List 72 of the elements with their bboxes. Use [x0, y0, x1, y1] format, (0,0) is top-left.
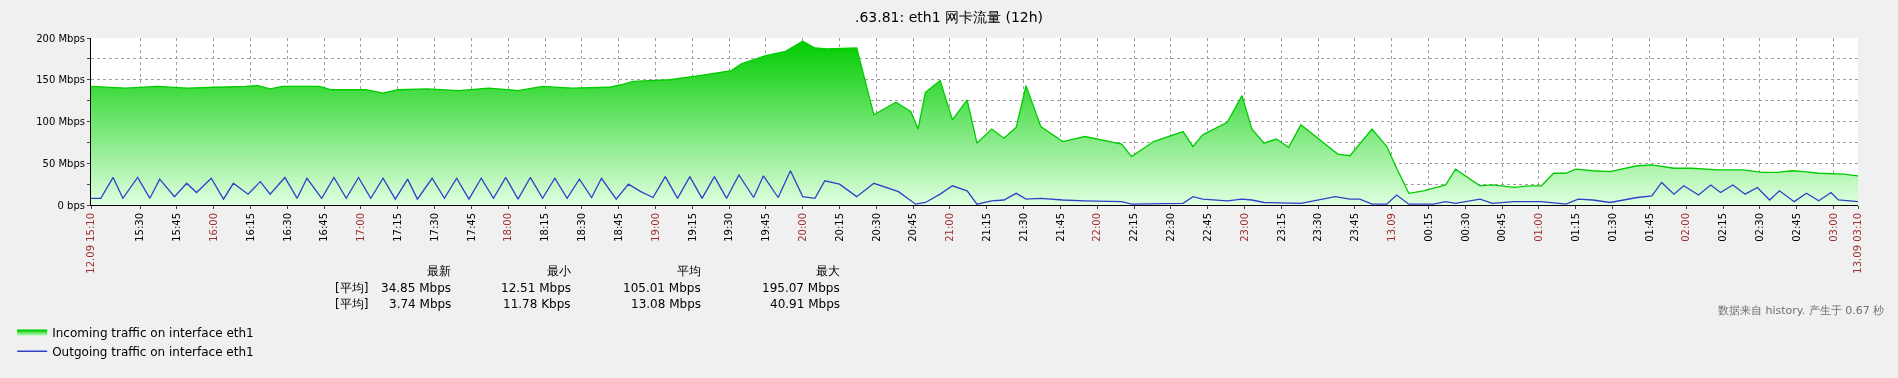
legend-label: Outgoing traffic on interface eth1 — [52, 344, 254, 359]
text: 13.08 Mbps — [631, 297, 702, 311]
x-tick-label: 00:30 — [1459, 213, 1471, 242]
x-tick-label: 15:45 — [171, 213, 183, 242]
x-tick-label: 23:45 — [1349, 213, 1361, 242]
x-tick-label: 23:00 — [1238, 213, 1250, 242]
x-tick-label: 15:30 — [134, 213, 146, 242]
x-tick-label: 21:00 — [944, 213, 956, 242]
x-tick-label: 00:45 — [1496, 213, 1508, 242]
text: 12.51 Mbps — [501, 281, 572, 295]
x-tick-label: 18:15 — [539, 213, 551, 242]
x-tick-label: 20:30 — [870, 213, 882, 242]
x-tick-label: 01:00 — [1533, 213, 1545, 242]
x-tick-label: 23:15 — [1275, 213, 1287, 242]
x-tick-label: 03:00 — [1827, 213, 1839, 242]
x-tick-label: 19:45 — [760, 213, 772, 242]
legend-label: Incoming traffic on interface eth1 — [52, 325, 254, 340]
x-tick-label: 22:15 — [1128, 213, 1140, 242]
x-tick-label: 20:15 — [833, 213, 845, 242]
x-tick-label: 22:45 — [1201, 213, 1213, 242]
text: [平均] — [335, 297, 369, 311]
x-tick-label: 18:00 — [502, 213, 514, 242]
x-tick-label: 16:00 — [207, 213, 219, 242]
y-tick-label: 200 Mbps — [36, 32, 85, 44]
x-tick-label: 01:45 — [1643, 213, 1655, 242]
x-tick-label: 19:00 — [649, 213, 661, 242]
x-tick-label: 17:15 — [392, 213, 404, 242]
text: 数据来自 history. 产生于 0.67 秒 — [1718, 304, 1885, 317]
text: 最大 — [816, 264, 840, 278]
x-tick-label: 02:45 — [1790, 213, 1802, 242]
text: 最新 — [427, 264, 451, 278]
text: [平均] — [335, 281, 369, 295]
x-tick-label: 13.09 — [1385, 213, 1397, 242]
text: 3.74 Mbps — [389, 297, 452, 311]
x-tick-label: 18:45 — [612, 213, 624, 242]
x-tick-label: 19:15 — [686, 213, 698, 242]
x-tick-label: 20:45 — [907, 213, 919, 242]
text: 195.07 Mbps — [762, 281, 840, 295]
chart-title: .63.81: eth1 网卡流量 (12h) — [854, 8, 1044, 25]
x-tick-label: 16:30 — [281, 213, 293, 242]
x-tick-label: 13.09 03:10 — [1852, 213, 1864, 274]
x-tick-label: 02:15 — [1717, 213, 1729, 242]
text: 34.85 Mbps — [381, 281, 452, 295]
x-tick-label: 01:15 — [1570, 213, 1582, 242]
text: 11.78 Kbps — [503, 297, 571, 311]
text: 40.91 Mbps — [770, 297, 841, 311]
x-tick-label: 16:45 — [318, 213, 330, 242]
x-tick-label: 22:00 — [1091, 213, 1103, 242]
text: 平均 — [677, 264, 701, 278]
x-tick-label: 02:30 — [1754, 213, 1766, 242]
x-tick-label: 19:30 — [723, 213, 735, 242]
y-tick-label: 150 Mbps — [36, 74, 85, 86]
x-tick-label: 16:15 — [244, 213, 256, 242]
x-tick-label: 17:00 — [355, 213, 367, 242]
x-tick-label: 21:15 — [981, 213, 993, 242]
y-tick-label: 0 bps — [57, 199, 85, 211]
y-tick-label: 100 Mbps — [36, 116, 85, 127]
text: 最小 — [547, 264, 571, 278]
x-tick-label: 23:30 — [1312, 213, 1324, 242]
x-tick-label: 02:00 — [1680, 213, 1692, 242]
x-tick-label: 01:30 — [1606, 213, 1618, 242]
text: 105.01 Mbps — [623, 281, 701, 295]
x-tick-label: 21:30 — [1017, 213, 1029, 242]
x-tick-label: 17:30 — [428, 213, 440, 242]
y-tick-label: 50 Mbps — [42, 157, 85, 169]
x-tick-label: 00:15 — [1422, 213, 1434, 242]
x-tick-label: 17:45 — [465, 213, 477, 242]
x-tick-label: 12.09 15:10 — [85, 213, 97, 274]
x-tick-label: 18:30 — [576, 213, 588, 242]
x-tick-label: 22:30 — [1165, 213, 1177, 242]
x-tick-label: 21:45 — [1054, 213, 1066, 242]
x-tick-label: 20:00 — [796, 213, 808, 242]
